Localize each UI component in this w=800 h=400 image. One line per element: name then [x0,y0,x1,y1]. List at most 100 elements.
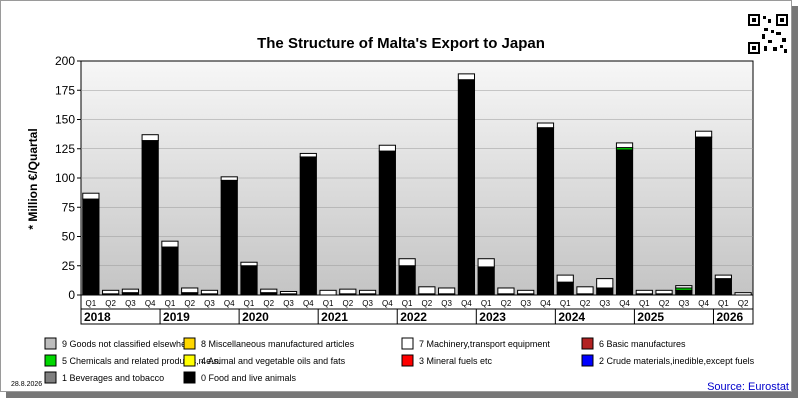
bar-segment [694,136,713,296]
bar-segment [141,134,159,142]
legend-swatch [183,371,196,384]
x-tick-label: Q1 [402,299,413,308]
x-tick-label: Q4 [619,299,630,308]
bar-segment [714,274,732,280]
x-tick-label: Q2 [738,299,749,308]
bar-segment [378,150,396,296]
x-tick-label: Q1 [560,299,571,308]
bar-segment [556,274,574,283]
bar-segment [181,287,199,294]
year-label: 2026 [716,310,743,324]
year-label: 2018 [84,310,111,324]
bar-segment [615,142,634,149]
y-axis-ticks: 0 25 50 75 100 125 150 175 200 [55,54,81,302]
y-tick-label: 0 [68,288,75,302]
x-tick-label: Q4 [461,299,472,308]
x-tick-label: Q3 [362,299,373,308]
y-tick-label: 200 [55,54,75,68]
x-tick-label: Q1 [481,299,492,308]
x-tick-label: Q3 [599,299,610,308]
bar-segment [240,261,258,267]
y-tick-label: 100 [55,171,75,185]
x-tick-label: Q3 [441,299,452,308]
bar-segment [279,290,298,295]
x-tick-label: Q2 [659,299,670,308]
bars [82,73,752,296]
chart-title: The Structure of Malta's Export to Japan [257,35,545,52]
y-tick-label: 75 [62,200,76,214]
bar-segment [615,149,634,296]
bar-segment [477,266,495,296]
source-credit: Source: Eurostat [707,381,789,391]
year-label: 2019 [163,310,190,324]
legend-label: 3 Mineral fuels etc [419,356,493,366]
legend-swatch [44,337,57,350]
x-tick-label: Q2 [422,299,433,308]
bar-segment [398,258,416,267]
qr-code-icon [748,14,788,54]
y-tick-label: 150 [55,113,75,127]
legend: 9 Goods not classified elsewhere 8 Miscel… [44,337,755,384]
year-label: 2024 [558,310,585,324]
legend-swatch [581,354,594,367]
x-tick-label: Q4 [698,299,709,308]
legend-label: 6 Basic manufactures [599,339,686,349]
legend-label: 8 Miscellaneous manufactured articles [201,339,355,349]
bar-segment [339,288,357,295]
x-tick-label: Q2 [184,299,195,308]
bar-segment [694,130,713,138]
legend-swatch [183,337,196,350]
bar-segment [457,73,476,81]
legend-swatch [44,371,57,384]
gridlines [81,89,753,267]
bar-segment [675,285,693,289]
bar-segment [161,246,179,296]
chart-frame: The Structure of Malta's Export to Japan… [0,0,792,393]
bar-segment [220,176,238,181]
bar-segment [536,122,555,129]
x-tick-label: Q1 [323,299,334,308]
legend-label: 2 Crude materials,inedible,except fuels [599,356,755,366]
x-axis: Q1 Q2 Q3 Q4 Q1 Q2 Q3 Q4 Q1 Q2 Q3 Q4 Q1 Q2 Q3 Q4 Q1 Q2 Q3 Q4… [80,294,754,325]
bar-segment [536,127,555,296]
bar-segment [457,79,476,296]
bar-segment [418,286,436,295]
x-tick-label: Q1 [86,299,97,308]
bar-segment [102,289,120,295]
x-tick-label: Q4 [382,299,393,308]
y-axis-label: * Million €/Quartal [26,128,40,229]
bar-segment [655,289,673,295]
bar-segment [438,287,456,295]
x-tick-label: Q4 [540,299,551,308]
x-tick-label: Q1 [165,299,176,308]
x-tick-label: Q3 [678,299,689,308]
x-tick-label: Q1 [244,299,255,308]
bar-segment [497,287,515,295]
bar-segment [141,140,159,296]
bar-segment [82,192,100,200]
bar-segment [299,152,317,158]
x-tick-label: Q3 [283,299,294,308]
export-structure-chart: The Structure of Malta's Export to Japan… [11,14,789,393]
legend-label: 4 Animal and vegetable oils and fats [201,356,346,366]
bar-segment [517,289,535,295]
legend-label: 5 Chemicals and related products,n.e.s. [62,356,221,366]
y-tick-label: 25 [62,259,76,273]
bar-segment [200,289,219,295]
bar-segment [596,278,614,289]
x-tick-label: Q2 [501,299,512,308]
bar-segment [378,144,396,152]
x-tick-label: Q4 [224,299,235,308]
bar-segment [714,278,732,296]
bar-segment [596,287,614,296]
legend-label: 9 Goods not classified elsewhere [62,339,194,349]
x-tick-label: Q4 [303,299,314,308]
legend-swatch [44,354,57,367]
legend-swatch [581,337,594,350]
bar-segment [161,240,179,248]
x-tick-label: Q3 [520,299,531,308]
x-tick-label: Q2 [105,299,116,308]
quarter-label-row [80,294,754,310]
year-label: 2023 [479,310,506,324]
bar-segment [635,289,653,295]
